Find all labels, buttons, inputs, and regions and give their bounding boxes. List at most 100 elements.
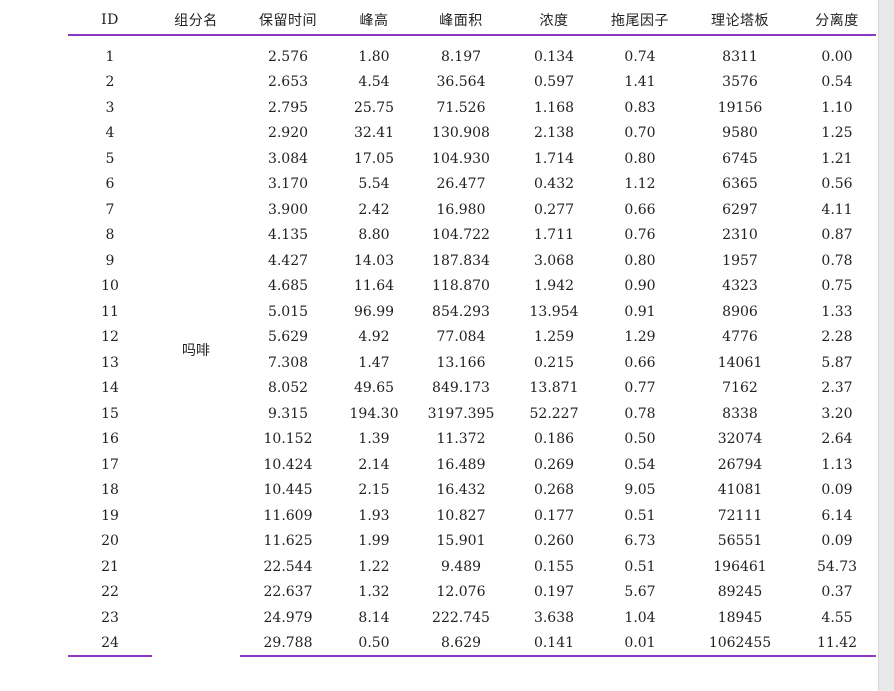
cell-peak-height: 5.54 [358, 176, 390, 193]
cell-tailing-factor: 0.51 [624, 558, 656, 575]
table-row: 1 吗啡 2.576 1.80 8.197 0.134 0.74 8311 0.00 [68, 35, 876, 359]
results-table: ID 组分名 保留时间 峰高 峰面积 浓度 拖尾因子 理论塔板 分离度 1 吗啡 2… [68, 6, 876, 657]
cell-tailing-factor: 0.50 [624, 431, 656, 448]
cell-concentration: 1.942 [533, 278, 575, 295]
cell-resolution: 3.20 [821, 405, 853, 422]
table-row: 14 8.052 49.65 849.173 13.871 0.77 7162 2.37 [68, 376, 876, 402]
cell-peak-height: 8.14 [358, 609, 390, 626]
cell-resolution: 6.14 [821, 507, 853, 524]
table-row: 16 10.152 1.39 11.372 0.186 0.50 32074 2.64 [68, 427, 876, 453]
cell-concentration: 52.227 [529, 405, 579, 422]
cell-resolution: 1.10 [821, 99, 853, 116]
cell-resolution: 1.33 [821, 303, 853, 320]
cell-theoretical-plates: 2310 [722, 227, 758, 244]
cell-resolution: 0.87 [821, 227, 853, 244]
cell-id: 16 [101, 431, 119, 448]
cell-concentration: 0.215 [533, 354, 575, 371]
cell-theoretical-plates: 14061 [717, 354, 763, 371]
cell-peak-area: 187.834 [432, 252, 490, 269]
cell-retention-time: 2.653 [267, 74, 309, 91]
cell-peak-area: 12.076 [436, 584, 486, 601]
cell-id: 24 [68, 630, 152, 657]
cell-theoretical-plates: 8338 [722, 405, 758, 422]
cell-retention-time: 22.637 [263, 584, 313, 601]
cell-theoretical-plates: 19156 [717, 99, 763, 116]
cell-resolution: 0.75 [821, 278, 853, 295]
header-peak-height: 峰高 [336, 6, 412, 36]
cell-peak-area: 16.432 [436, 482, 486, 499]
cell-peak-area: 8.197 [440, 48, 482, 65]
cell-id: 8 [105, 227, 115, 244]
cell-tailing-factor: 9.05 [624, 482, 656, 499]
cell-tailing-factor: 0.80 [624, 150, 656, 167]
cell-tailing-factor: 0.83 [624, 99, 656, 116]
cell-theoretical-plates: 56551 [717, 533, 763, 550]
cell-theoretical-plates: 196461 [713, 558, 767, 575]
cell-peak-height: 1.22 [358, 558, 390, 575]
table-row: 20 11.625 1.99 15.901 0.260 6.73 56551 0.09 [68, 529, 876, 555]
cell-id: 22 [101, 584, 119, 601]
cell-theoretical-plates: 7162 [722, 380, 758, 397]
cell-peak-area: 15.901 [436, 533, 486, 550]
cell-peak-area: 3197.395 [427, 405, 495, 422]
cell-concentration: 1.711 [533, 227, 575, 244]
cell-peak-area: 9.489 [440, 558, 482, 575]
table-row: 11 5.015 96.99 854.293 13.954 0.91 8906 1.33 [68, 299, 876, 325]
cell-resolution: 1.13 [821, 456, 853, 473]
cell-tailing-factor: 0.54 [624, 456, 656, 473]
cell-theoretical-plates: 6365 [722, 176, 758, 193]
cell-tailing-factor: 1.41 [624, 74, 656, 91]
cell-id: 10 [101, 278, 119, 295]
cell-theoretical-plates: 41081 [717, 482, 763, 499]
cell-peak-height: 4.92 [358, 329, 390, 346]
cell-concentration: 0.597 [533, 74, 575, 91]
cell-id: 7 [105, 201, 115, 218]
cell-resolution: 0.09 [821, 482, 853, 499]
cell-retention-time: 11.609 [263, 507, 313, 524]
table-row: 23 24.979 8.14 222.745 3.638 1.04 18945 4.55 [68, 605, 876, 631]
cell-concentration: 0.134 [533, 48, 575, 65]
cell-id: 17 [101, 456, 119, 473]
cell-id: 14 [101, 380, 119, 397]
cell-tailing-factor: 0.77 [624, 380, 656, 397]
cell-resolution: 2.64 [821, 431, 853, 448]
cell-id: 20 [101, 533, 119, 550]
cell-retention-time: 8.052 [267, 380, 309, 397]
cell-concentration: 13.871 [529, 380, 579, 397]
cell-concentration: 0.197 [533, 584, 575, 601]
cell-tailing-factor: 0.78 [624, 405, 656, 422]
cell-peak-area: 71.526 [436, 99, 486, 116]
cell-concentration: 3.068 [533, 252, 575, 269]
cell-retention-time: 3.900 [267, 201, 309, 218]
cell-retention-time: 10.424 [263, 456, 313, 473]
cell-peak-area: 104.722 [432, 227, 490, 244]
table-row: 21 22.544 1.22 9.489 0.155 0.51 196461 54.73 [68, 554, 876, 580]
cell-peak-height: 17.05 [353, 150, 395, 167]
cell-concentration: 0.269 [533, 456, 575, 473]
cell-theoretical-plates: 72111 [717, 507, 763, 524]
header-peak-area: 峰面积 [412, 6, 510, 36]
cell-tailing-factor: 1.29 [624, 329, 656, 346]
cell-theoretical-plates: 1957 [722, 252, 758, 269]
cell-tailing-factor: 0.66 [624, 201, 656, 218]
table-row: 5 3.084 17.05 104.930 1.714 0.80 6745 1.21 [68, 146, 876, 172]
table-row: 15 9.315 194.30 3197.395 52.227 0.78 8338 3.20 [68, 401, 876, 427]
header-theoretical-plates: 理论塔板 [682, 6, 798, 36]
cell-peak-area: 8.629 [412, 630, 510, 657]
cell-resolution: 5.87 [821, 354, 853, 371]
cell-concentration: 1.714 [533, 150, 575, 167]
cell-retention-time: 3.084 [267, 150, 309, 167]
cell-retention-time: 24.979 [263, 609, 313, 626]
table-row: 24 29.788 0.50 8.629 0.141 0.01 1062455 11.42 [68, 630, 876, 657]
cell-tailing-factor: 0.74 [624, 48, 656, 65]
cell-retention-time: 2.576 [267, 48, 309, 65]
table-row: 19 11.609 1.93 10.827 0.177 0.51 72111 6.14 [68, 503, 876, 529]
cell-peak-height: 2.15 [358, 482, 390, 499]
cell-peak-height: 32.41 [353, 125, 395, 142]
cell-peak-height: 1.32 [358, 584, 390, 601]
cell-theoretical-plates: 9580 [722, 125, 758, 142]
table-row: 7 3.900 2.42 16.980 0.277 0.66 6297 4.11 [68, 197, 876, 223]
cell-tailing-factor: 0.90 [624, 278, 656, 295]
cell-resolution: 0.00 [821, 48, 853, 65]
cell-peak-area: 16.489 [436, 456, 486, 473]
